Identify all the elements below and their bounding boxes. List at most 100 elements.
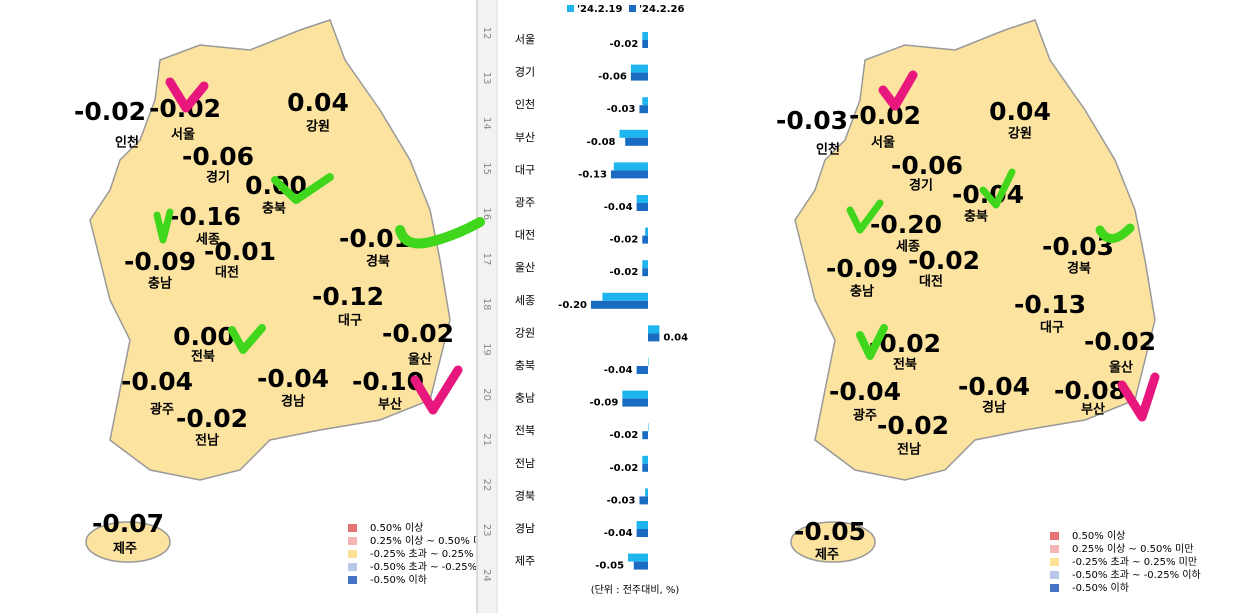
category-label: 울산: [515, 261, 535, 274]
region-name: 대전: [215, 265, 239, 281]
bar: [642, 268, 648, 277]
row-number: 15: [481, 162, 492, 175]
legend-label: '24.2.26: [639, 4, 684, 15]
bar: [636, 203, 648, 211]
legend-label: -0.25% 초과 ~ 0.25% 미만: [1072, 556, 1197, 568]
legend-label: 0.50% 이상: [370, 522, 423, 534]
region-name: 서울: [171, 127, 195, 143]
row-number: 21: [481, 433, 492, 446]
bar: [642, 32, 648, 40]
legend-label: 0.25% 이상 ~ 0.50% 미만: [1072, 543, 1193, 555]
category-label: 충북: [515, 359, 535, 372]
legend-label: 0.50% 이상: [1072, 530, 1125, 542]
region-value: -0.02: [1084, 327, 1156, 356]
region-name: 대전: [919, 274, 943, 290]
bar: [610, 170, 648, 179]
region-name: 부산: [378, 397, 402, 413]
bar: [630, 72, 648, 81]
legend-label: -0.50% 초과 ~ -0.25% 이하: [370, 560, 499, 573]
region-name: 제주: [113, 542, 137, 557]
bar: [648, 358, 649, 366]
category-label: 광주: [515, 196, 535, 209]
value-label: -0.02: [609, 235, 638, 246]
region-name: 전북: [191, 349, 215, 365]
region-value: -0.06: [182, 142, 254, 171]
bar: [642, 455, 648, 464]
row-number: 12: [481, 27, 492, 40]
category-label: 대전: [515, 229, 535, 242]
bar: [645, 227, 648, 236]
category-label: 부산: [515, 131, 535, 144]
category-label: 경기: [515, 66, 535, 79]
row-number: 17: [481, 253, 492, 266]
category-label: 경남: [515, 522, 535, 535]
region-name: 광주: [150, 403, 174, 418]
legend-swatch: [1050, 532, 1059, 540]
jeju-outline: [790, 521, 876, 563]
region-value: -0.09: [124, 247, 196, 276]
legend-swatch: [348, 537, 357, 545]
value-label: -0.03: [607, 495, 636, 506]
region-name: 대구: [1040, 321, 1064, 336]
row-number: 24: [481, 569, 492, 582]
value-label: -0.02: [609, 267, 638, 278]
region-value: -0.01: [204, 237, 276, 266]
bar: [619, 129, 648, 138]
bar: [630, 64, 648, 73]
korea-map: -0.02서울-0.06경기-0.02인천-0.10부산-0.12대구-0.04…: [74, 19, 499, 586]
value-label: -0.04: [604, 365, 633, 376]
value-label: -0.09: [590, 398, 619, 409]
value-label: -0.04: [604, 528, 633, 539]
value-label: -0.06: [598, 72, 627, 83]
row-number: 13: [481, 72, 492, 85]
region-name: 전남: [897, 442, 921, 458]
region-value: 0.00: [173, 322, 235, 351]
value-label: -0.02: [609, 430, 638, 441]
legend-swatch: [629, 5, 636, 12]
region-name: 충남: [148, 276, 172, 292]
region-name: 강원: [306, 119, 330, 135]
region-name: 인천: [115, 135, 139, 151]
bar: [636, 195, 648, 203]
region-name: 충북: [262, 201, 286, 217]
region-name: 대구: [338, 314, 362, 329]
value-label: -0.08: [587, 137, 616, 148]
region-name: 경기: [206, 170, 230, 186]
bar: [622, 390, 648, 399]
bar: [639, 496, 648, 505]
category-label: 인천: [515, 97, 535, 111]
region-name: 경남: [982, 400, 1006, 416]
category-label: 전북: [515, 424, 535, 437]
legend-label: -0.50% 초과 ~ -0.25% 이하: [1072, 568, 1201, 581]
region-value: -0.04: [257, 364, 329, 393]
category-label: 세종: [515, 294, 535, 307]
bar: [622, 398, 648, 407]
legend-swatch: [1050, 571, 1059, 579]
region-value: -0.02: [877, 411, 949, 440]
legend-swatch: [1050, 558, 1059, 566]
region-value: -0.02: [382, 319, 454, 348]
category-label: 경북: [515, 489, 535, 502]
legend-swatch: [348, 576, 357, 584]
region-value: -0.09: [826, 254, 898, 283]
map-outline: [794, 19, 1156, 481]
value-label: -0.02: [609, 39, 638, 50]
region-value: -0.13: [1014, 290, 1086, 319]
bar: [642, 40, 648, 48]
region-name: 전북: [893, 357, 917, 373]
category-label: 충남: [515, 392, 535, 405]
bar: [642, 431, 648, 440]
bar: [642, 260, 648, 269]
value-label: 0.04: [663, 332, 688, 343]
category-label: 전남: [515, 457, 535, 470]
category-label: 대구: [515, 163, 535, 176]
bar: [633, 561, 648, 570]
region-value: -0.04: [829, 377, 901, 406]
category-label: 강원: [515, 326, 535, 339]
value-label: -0.04: [604, 202, 633, 213]
row-number: 23: [481, 524, 492, 537]
map-outline: [89, 19, 451, 481]
region-name: 전남: [195, 433, 219, 449]
bar: [642, 463, 648, 472]
